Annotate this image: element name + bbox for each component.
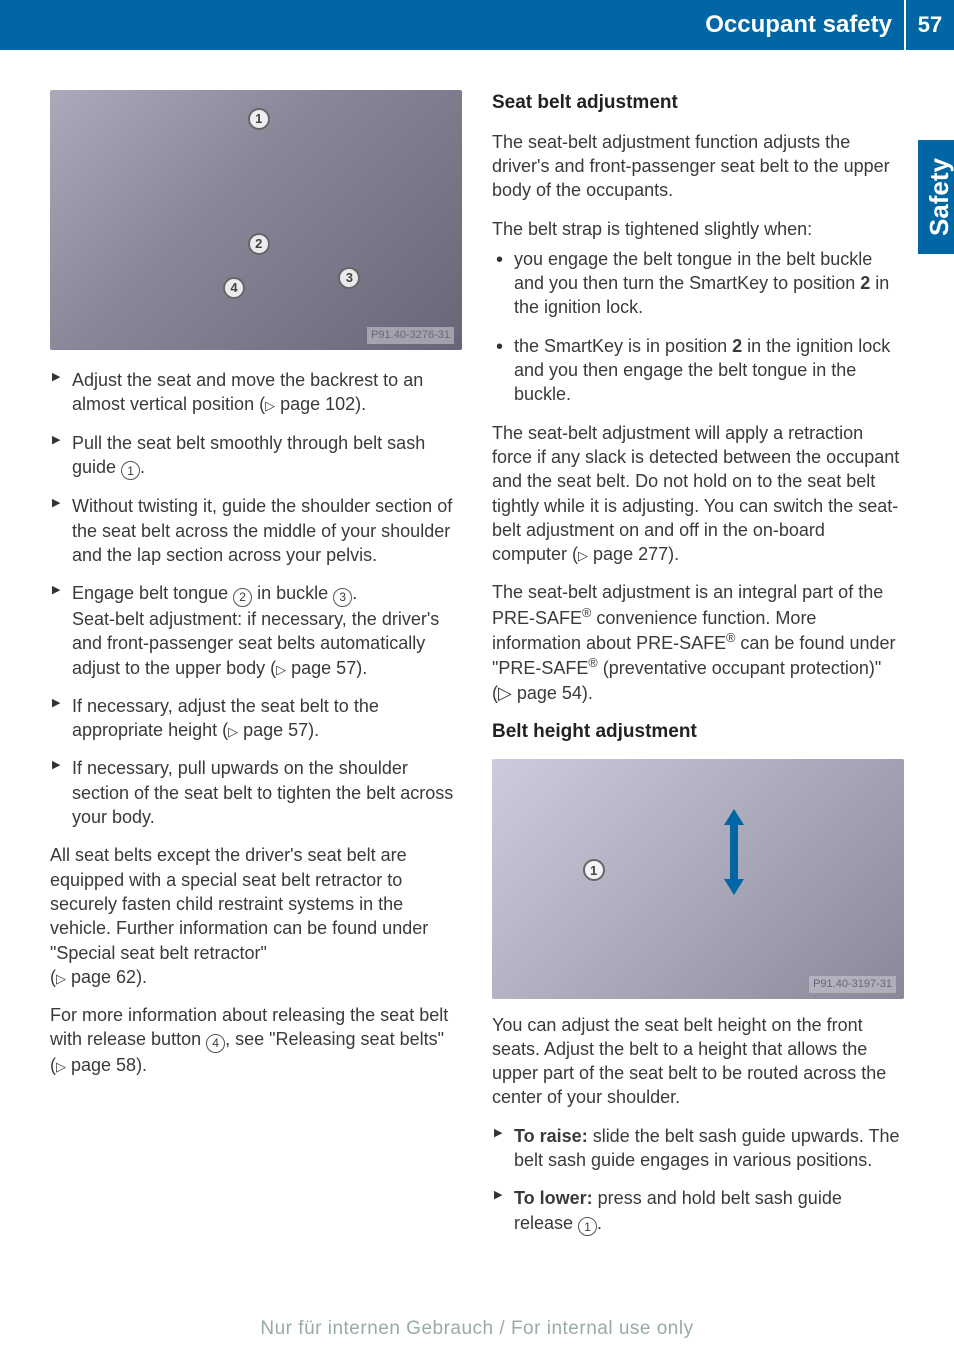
illus-watermark: P91.40-3197-31 [809,976,896,993]
list-item: the SmartKey is in position 2 in the ign… [492,334,904,407]
section-tab: Safety [918,140,954,254]
right-column: Seat belt adjustment The seat-belt adjus… [492,90,904,1250]
item-text: you engage the belt tongue in the belt b… [514,249,889,318]
instruction-list: Adjust the seat and move the backrest to… [50,368,462,829]
step-text: If necessary, adjust the seat belt to th… [72,696,379,740]
step: Without twisting it, guide the shoulder … [50,494,462,567]
step: To raise: slide the belt sash guide upwa… [492,1124,904,1173]
step: Adjust the seat and move the backrest to… [50,368,462,417]
seatbelt-illustration: 1 2 3 4 P91.40-3276-31 [50,90,462,350]
step-text: If necessary, pull upwards on the should… [72,758,453,827]
step: Engage belt tongue 2 in buckle 3.Seat-be… [50,581,462,679]
paragraph: For more information about releasing the… [50,1003,462,1077]
step-text: Adjust the seat and move the backrest to… [72,370,423,414]
step-text: To raise: slide the belt sash guide upwa… [514,1126,900,1170]
header-title: Occupant safety [705,11,904,39]
callout-2: 2 [248,233,270,255]
adjust-list: To raise: slide the belt sash guide upwa… [492,1124,904,1236]
item-text: the SmartKey is in position 2 in the ign… [514,336,890,405]
illus-watermark: P91.40-3276-31 [367,327,454,344]
step: Pull the seat belt smoothly through belt… [50,431,462,481]
paragraph: The seat-belt adjustment function adjust… [492,130,904,203]
step: To lower: press and hold belt sash guide… [492,1186,904,1236]
subheading: Seat belt adjustment [492,90,904,116]
footer-watermark: Nur für internen Gebrauch / For internal… [0,1318,954,1340]
step: If necessary, pull upwards on the should… [50,756,462,829]
step-text: Engage belt tongue 2 in buckle 3.Seat-be… [72,583,439,677]
page-header: Occupant safety 57 [0,0,954,50]
subheading: Belt height adjustment [492,719,904,745]
para-text: For more information about releasing the… [50,1005,448,1075]
step-text: Without twisting it, guide the shoulder … [72,496,452,565]
paragraph: The seat-belt adjustment will apply a re… [492,421,904,567]
para-text: The seat-belt adjustment will apply a re… [492,423,899,564]
condition-list: you engage the belt tongue in the belt b… [492,247,904,407]
page-number: 57 [904,0,954,50]
left-column: 1 2 3 4 P91.40-3276-31 Adjust the seat a… [50,90,462,1250]
step-text: To lower: press and hold belt sash guide… [514,1188,842,1232]
step-text: Pull the seat belt smoothly through belt… [72,433,425,477]
page-content: 1 2 3 4 P91.40-3276-31 Adjust the seat a… [0,50,954,1270]
para-text: All seat belts except the driver's seat … [50,845,428,962]
step: If necessary, adjust the seat belt to th… [50,694,462,743]
paragraph: You can adjust the seat belt height on t… [492,1013,904,1110]
callout-4: 4 [223,277,245,299]
callout-1: 1 [248,108,270,130]
paragraph: The belt strap is tightened slightly whe… [492,217,904,241]
para-text: (▷ page 62). [50,967,147,987]
callout-3: 3 [338,267,360,289]
paragraph: All seat belts except the driver's seat … [50,843,462,989]
belt-height-illustration: 1 P91.40-3197-31 [492,759,904,999]
para-text: The seat-belt adjustment is an integral … [492,582,896,702]
callout-1: 1 [583,859,605,881]
list-item: you engage the belt tongue in the belt b… [492,247,904,320]
paragraph: The seat-belt adjustment is an integral … [492,580,904,704]
adjust-arrow-icon [719,807,749,897]
